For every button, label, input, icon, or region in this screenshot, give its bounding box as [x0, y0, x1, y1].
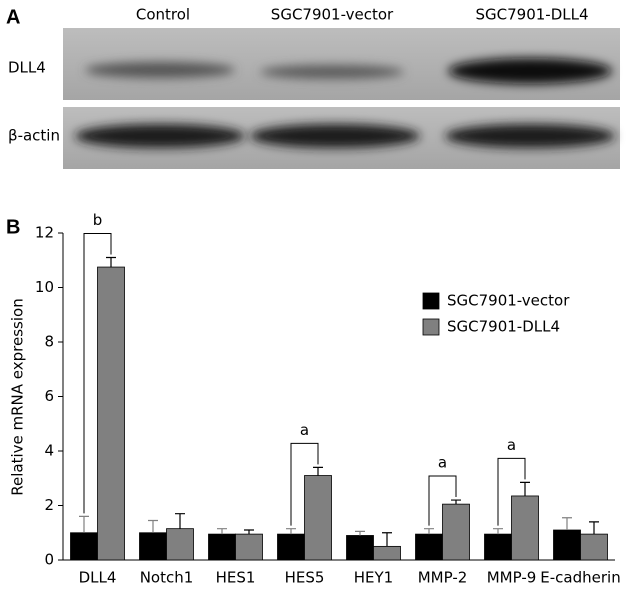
x-tick-label: DLL4: [79, 569, 117, 587]
bar: [373, 545, 401, 561]
row-label: DLL4: [8, 59, 46, 77]
significance-bracket: [428, 475, 457, 526]
bar: [415, 533, 443, 561]
error-bar: [79, 515, 89, 533]
error-bar: [520, 481, 530, 496]
y-axis-label: Relative mRNA expression: [9, 298, 27, 495]
column-label: Control: [136, 6, 190, 24]
legend-swatch: [422, 318, 440, 336]
bar: [139, 532, 167, 561]
bar: [553, 529, 581, 561]
error-bar: [451, 499, 461, 505]
error-bar: [286, 528, 296, 535]
x-tick-label: Notch1: [140, 569, 194, 587]
significance-bracket: [497, 457, 526, 526]
error-bar: [106, 256, 116, 268]
x-tick-label: HES5: [285, 569, 325, 587]
significance-label: a: [507, 436, 516, 454]
band: [445, 124, 615, 148]
legend-label: SGC7901-vector: [447, 292, 570, 310]
bar: [511, 495, 539, 561]
significance-label: b: [93, 211, 103, 229]
x-tick-label: E-cadherin: [540, 569, 620, 587]
panel-label: B: [6, 216, 20, 238]
significance-label: a: [300, 421, 309, 439]
error-bar: [562, 517, 572, 531]
bar: [580, 533, 608, 561]
column-label: SGC7901-vector: [271, 6, 394, 24]
band: [75, 124, 245, 148]
significance-label: a: [438, 454, 447, 472]
x-tick-label: MMP-2: [418, 569, 468, 587]
bar: [235, 533, 263, 561]
bar: [97, 266, 125, 561]
error-bar: [424, 528, 434, 535]
blot: [63, 28, 620, 169]
x-tick-label: HES1: [216, 569, 256, 587]
error-bar: [217, 528, 227, 535]
y-tick-label: 10: [35, 278, 54, 296]
error-bar: [175, 513, 185, 529]
panel-label: A: [6, 6, 20, 28]
error-bar: [382, 532, 392, 547]
legend-label: SGC7901-DLL4: [447, 318, 560, 336]
band: [260, 65, 404, 79]
bar: [442, 503, 470, 561]
error-bar: [244, 529, 254, 535]
significance-bracket: [290, 442, 319, 526]
significance-bracket: [83, 233, 112, 514]
bar: [277, 533, 305, 561]
y-tick-label: 2: [44, 496, 54, 514]
error-bar: [589, 521, 599, 535]
error-bar: [355, 530, 365, 536]
bar: [208, 533, 236, 561]
bar: [166, 528, 194, 561]
column-label: SGC7901-DLL4: [475, 6, 588, 24]
y-tick-label: 0: [44, 551, 54, 569]
band: [448, 58, 612, 84]
y-tick-label: 12: [35, 224, 54, 242]
error-bar: [148, 519, 158, 533]
bar: [346, 535, 374, 561]
x-tick-label: MMP-9: [487, 569, 537, 587]
y-tick-label: 4: [44, 442, 54, 460]
band: [250, 124, 420, 148]
bar: [70, 532, 98, 561]
y-tick-label: 8: [44, 333, 54, 351]
x-tick-label: HEY1: [354, 569, 393, 587]
y-tick-label: 6: [44, 387, 54, 405]
bar: [304, 475, 332, 561]
bar: [484, 533, 512, 561]
legend-swatch: [422, 292, 440, 310]
row-label: β-actin: [8, 127, 60, 145]
error-bar: [493, 528, 503, 535]
error-bar: [313, 466, 323, 476]
band: [85, 62, 235, 78]
